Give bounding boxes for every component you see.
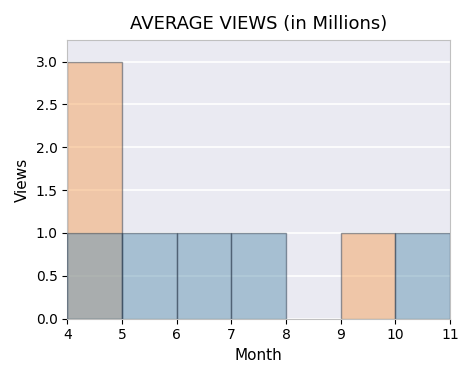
Bar bbox=[67, 62, 122, 319]
Bar bbox=[231, 233, 286, 319]
Bar bbox=[67, 233, 122, 319]
Bar bbox=[122, 233, 177, 319]
Y-axis label: Views: Views bbox=[15, 157, 30, 201]
Bar bbox=[341, 233, 395, 319]
Title: AVERAGE VIEWS (in Millions): AVERAGE VIEWS (in Millions) bbox=[130, 15, 387, 33]
Bar bbox=[395, 233, 450, 319]
Bar bbox=[177, 233, 231, 319]
X-axis label: Month: Month bbox=[235, 348, 283, 363]
